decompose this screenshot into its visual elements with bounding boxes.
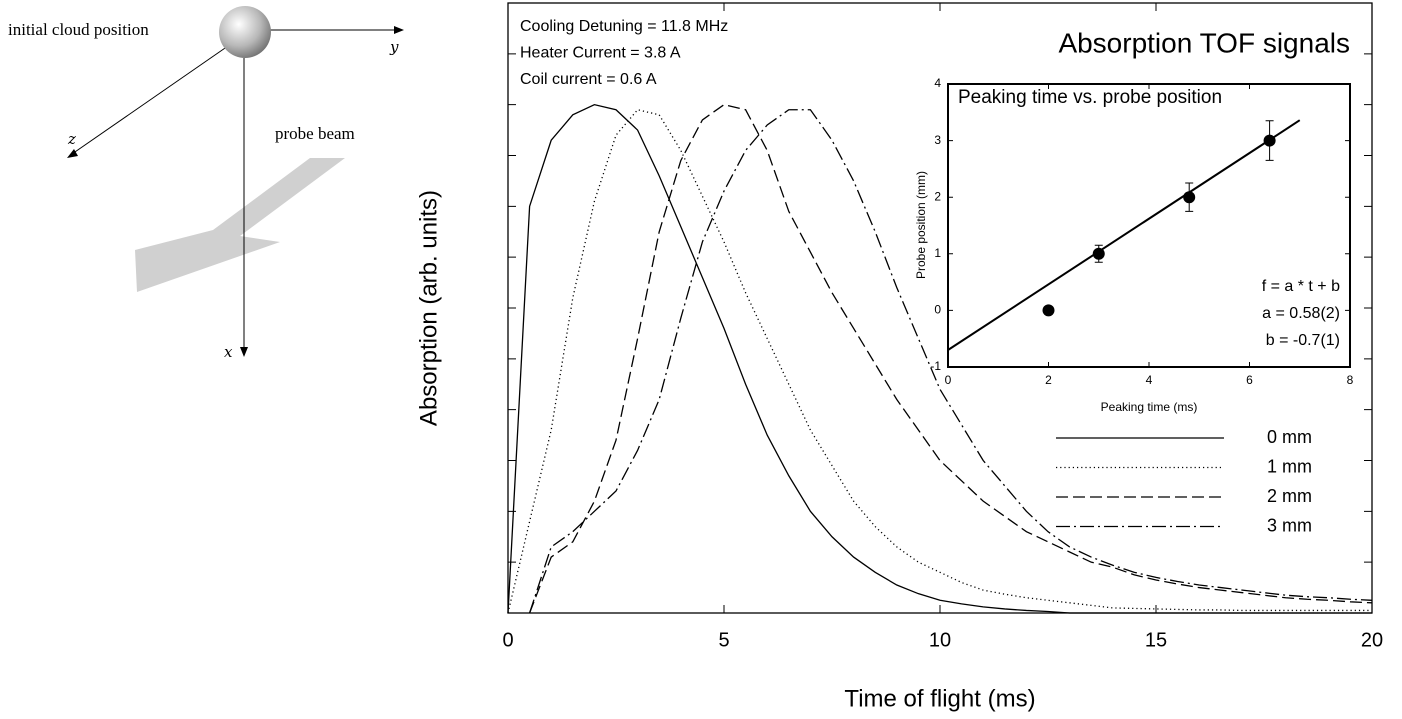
beam-label: probe beam bbox=[275, 124, 355, 143]
x-tick-label: 4 bbox=[1146, 373, 1153, 387]
axis-label: z bbox=[67, 130, 76, 148]
annotation: f = a * t + b bbox=[1262, 278, 1340, 295]
series-line bbox=[528, 103, 1373, 614]
y-tick-label: -1 bbox=[930, 359, 941, 373]
y-axis-label: Probe position (mm) bbox=[914, 171, 928, 279]
x-tick-label: 20 bbox=[1361, 629, 1383, 651]
annotation: a = 0.58(2) bbox=[1262, 305, 1340, 322]
data-point bbox=[1263, 134, 1276, 147]
series-line bbox=[528, 109, 1373, 614]
x-tick-label: 8 bbox=[1347, 373, 1354, 387]
annotation: b = -0.7(1) bbox=[1266, 332, 1340, 349]
y-tick-label: 3 bbox=[934, 133, 941, 147]
x-axis-label: Peaking time (ms) bbox=[1101, 400, 1198, 414]
cloud-label: initial cloud position bbox=[8, 20, 149, 39]
x-axis-label: Time of flight (ms) bbox=[844, 685, 1035, 712]
x-tick-label: 0 bbox=[945, 373, 952, 387]
fit-line bbox=[947, 119, 1301, 351]
data-point bbox=[1183, 191, 1196, 204]
x-tick-label: 0 bbox=[502, 629, 513, 651]
data-point bbox=[1092, 247, 1105, 260]
series-line bbox=[507, 109, 1372, 614]
x-tick-label: 15 bbox=[1145, 629, 1167, 651]
arrowhead bbox=[67, 149, 78, 158]
legend-label: 0 mm bbox=[1267, 427, 1312, 447]
x-tick-label: 2 bbox=[1045, 373, 1052, 387]
x-tick-label: 6 bbox=[1246, 373, 1253, 387]
y-tick-label: 1 bbox=[934, 246, 941, 260]
annotation: Coil current = 0.6 A bbox=[520, 71, 657, 88]
arrowhead bbox=[240, 347, 248, 357]
setup-diagram: initial cloud position probe beam y z x bbox=[8, 6, 404, 361]
axis-label: x bbox=[224, 343, 233, 361]
z-axis-line bbox=[71, 45, 229, 155]
legend-label: 2 mm bbox=[1267, 486, 1312, 506]
annotation: Cooling Detuning = 11.8 MHz bbox=[520, 18, 728, 35]
arrowhead bbox=[394, 26, 404, 34]
y-tick-label: 2 bbox=[934, 189, 941, 203]
annotation: Heater Current = 3.8 A bbox=[520, 45, 681, 62]
inset-title: Peaking time vs. probe position bbox=[958, 87, 1222, 108]
probe-beam-arrow bbox=[135, 158, 345, 292]
legend-label: 1 mm bbox=[1267, 456, 1312, 476]
data-point bbox=[1042, 304, 1055, 317]
y-axis-label: Absorption (arb. units) bbox=[415, 190, 442, 426]
y-tick-label: 0 bbox=[934, 303, 941, 317]
y-tick-label: 4 bbox=[934, 76, 941, 90]
atom-cloud bbox=[219, 6, 271, 58]
x-tick-label: 10 bbox=[929, 629, 951, 651]
axis-label: y bbox=[389, 38, 399, 56]
series-line bbox=[507, 103, 1372, 614]
chart-title: Absorption TOF signals bbox=[1058, 27, 1350, 58]
x-tick-label: 5 bbox=[718, 629, 729, 651]
legend-label: 3 mm bbox=[1267, 515, 1312, 535]
